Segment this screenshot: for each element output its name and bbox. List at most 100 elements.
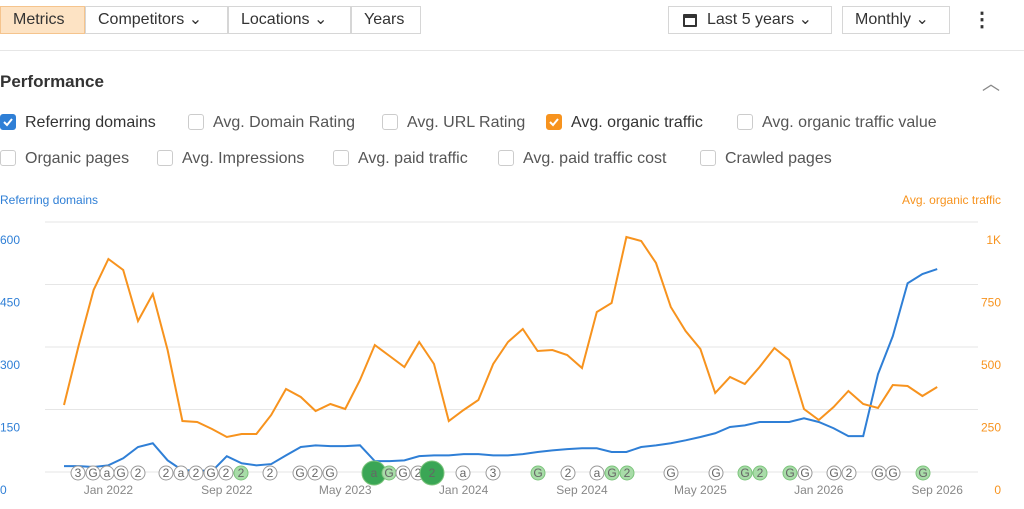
option[interactable]: Organic pages — [0, 150, 129, 168]
checkbox[interactable] — [0, 114, 16, 130]
range-button[interactable]: Last 5 years ⌄ — [668, 6, 832, 34]
option-label: Avg. paid traffic — [358, 150, 468, 167]
event-label: G — [607, 466, 616, 480]
event-marker — [619, 465, 635, 481]
event-label: G — [829, 466, 838, 480]
event-marker — [395, 465, 411, 481]
option-label: Avg. organic traffic value — [762, 114, 937, 131]
x-tick-label: May 2023 — [319, 483, 372, 497]
option[interactable]: Avg. paid traffic — [333, 150, 468, 168]
checkbox[interactable] — [700, 150, 716, 166]
event-marker — [130, 465, 146, 481]
event-marker — [604, 465, 620, 481]
checkbox[interactable] — [546, 114, 562, 130]
event-marker — [262, 465, 278, 481]
check — [549, 118, 559, 127]
event-label: 2 — [223, 466, 230, 480]
option[interactable]: Referring domains — [0, 114, 156, 132]
event-marker — [218, 465, 234, 481]
event-label: a — [460, 466, 467, 480]
event-label: 2 — [163, 466, 170, 480]
event-label: G — [533, 466, 542, 480]
event-label: G — [384, 466, 393, 480]
y2-tick-label: 1K — [986, 233, 1001, 247]
event-label: G — [295, 466, 304, 480]
interval-label: Monthly — [855, 11, 912, 28]
event-marker — [99, 465, 115, 481]
checkbox[interactable] — [737, 114, 753, 130]
option-label: Referring domains — [25, 114, 156, 131]
y2-tick-label: 250 — [981, 421, 1001, 435]
event-label: G — [398, 466, 407, 480]
checkbox[interactable] — [333, 150, 349, 166]
collapse-button[interactable]: ︿ — [982, 74, 1000, 94]
event-marker — [752, 465, 768, 481]
checkbox[interactable] — [0, 150, 16, 166]
event-label: G — [785, 466, 794, 480]
interval-button[interactable]: Monthly ⌄ — [842, 6, 950, 34]
option-label: Avg. Impressions — [182, 150, 305, 167]
tab[interactable]: Competitors ⌄ — [85, 6, 228, 34]
tab-label: Metrics — [13, 11, 65, 28]
event-label: a — [178, 466, 185, 480]
event-label: 2 — [312, 466, 319, 480]
option[interactable]: Avg. Domain Rating — [188, 114, 355, 132]
x-tick-label: Sep 2024 — [556, 483, 608, 497]
tab[interactable]: Years — [351, 6, 421, 34]
option-label: Organic pages — [25, 150, 130, 167]
series-line — [64, 268, 938, 473]
event-label: G — [800, 466, 809, 480]
checkbox[interactable] — [498, 150, 514, 166]
y-axis-label: Referring domains — [0, 193, 98, 207]
y2-tick-label: 500 — [981, 358, 1001, 372]
event-marker — [85, 465, 101, 481]
option-label: Avg. paid traffic cost — [523, 150, 667, 167]
event-label: a — [371, 466, 378, 480]
event-marker — [322, 465, 338, 481]
y-tick-label: 150 — [0, 421, 20, 435]
tab-label: Years — [364, 11, 405, 28]
event-label: 3 — [75, 466, 82, 480]
panel-title: Performance — [0, 72, 104, 91]
event-marker — [663, 465, 679, 481]
event-label: a — [594, 466, 601, 480]
tab-label: Locations — [241, 11, 310, 28]
option[interactable]: Avg. organic traffic — [546, 114, 703, 132]
x-tick-label: May 2025 — [674, 483, 727, 497]
event-marker — [203, 465, 219, 481]
x-tick-label: Jan 2022 — [84, 483, 134, 497]
event-label: G — [918, 466, 927, 480]
event-marker — [560, 465, 576, 481]
checkbox[interactable] — [382, 114, 398, 130]
event-label: a — [104, 466, 111, 480]
event-marker — [361, 460, 387, 486]
option[interactable]: Avg. organic traffic value — [737, 114, 937, 132]
event-label: 2 — [267, 466, 274, 480]
event-label: G — [206, 466, 215, 480]
series-line — [63, 235, 938, 439]
option-label: Crawled pages — [725, 150, 832, 167]
event-marker — [455, 465, 471, 481]
event-label: 3 — [490, 466, 497, 480]
option[interactable]: Avg. URL Rating — [382, 114, 525, 132]
option[interactable]: Avg. paid traffic cost — [498, 150, 666, 168]
event-label: 2 — [429, 466, 436, 480]
event-label: G — [88, 466, 97, 480]
tab[interactable]: Locations ⌄ — [228, 6, 351, 34]
event-marker — [530, 465, 546, 481]
tab[interactable]: Metrics — [0, 6, 85, 34]
checkbox[interactable] — [157, 150, 173, 166]
checkbox[interactable] — [188, 114, 204, 130]
check — [3, 118, 13, 127]
event-marker — [70, 465, 86, 481]
option[interactable]: Crawled pages — [700, 150, 832, 168]
event-marker — [158, 465, 174, 481]
y-tick-label: 300 — [0, 358, 20, 372]
event-marker — [233, 465, 249, 481]
event-label: G — [325, 466, 334, 480]
event-marker — [737, 465, 753, 481]
menu-button[interactable]: ⋮ — [972, 9, 992, 31]
option[interactable]: Avg. Impressions — [157, 150, 304, 168]
